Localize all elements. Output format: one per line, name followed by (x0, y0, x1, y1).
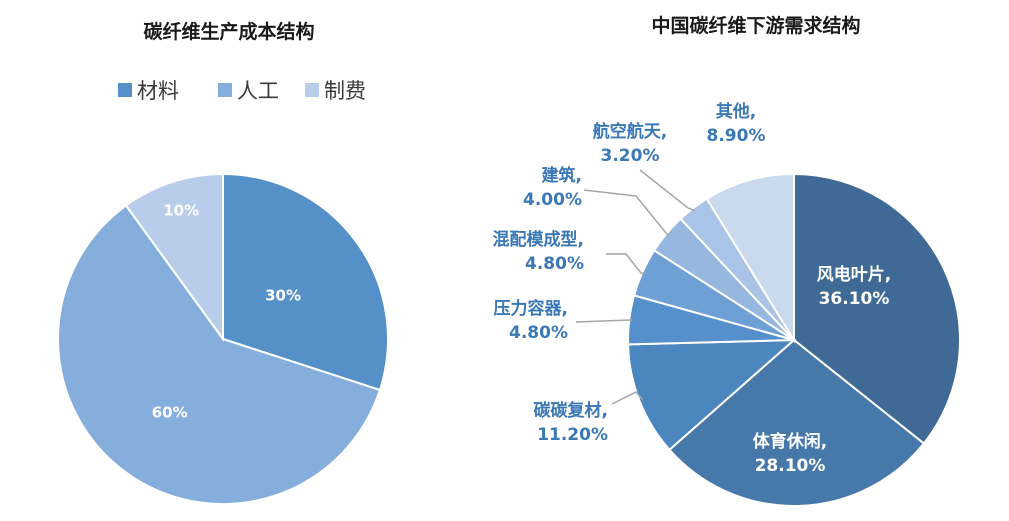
leader-line (639, 169, 696, 212)
legend-label: 制费 (324, 79, 366, 103)
leader-line (606, 253, 646, 275)
legend-swatch (305, 83, 319, 97)
legend-item-1: 材料 (118, 79, 179, 103)
leader-line (583, 189, 670, 237)
legend-label: 人工 (237, 79, 279, 103)
leader-line (611, 391, 644, 405)
legend-swatch (118, 83, 132, 97)
data-label: 30% (265, 286, 301, 304)
data-labels: 30% 60% 10% (152, 201, 301, 421)
chart-title: 碳纤维生产成本结构 (143, 20, 314, 43)
data-label: 混配模成型, 4.80% (493, 229, 584, 274)
data-label: 碳碳复材, 11.20% (534, 400, 608, 445)
leader-line (575, 319, 633, 323)
data-label: 其他, 8.90% (707, 101, 766, 146)
chart-title: 中国碳纤维下游需求结构 (651, 14, 860, 37)
legend: 材料 人工 制费 (118, 79, 366, 103)
pie-slice-1 (793, 172, 961, 445)
pie-slice-2 (57, 204, 382, 505)
data-labels: 风电叶片, 36.10% 体育休闲, 28.10% 碳碳复材, 11.20% 压力容器, 4.… (493, 101, 892, 476)
legend-item-2: 人工 (218, 79, 279, 103)
data-label: 60% (152, 403, 188, 421)
data-label: 体育休闲, 28.10% (753, 431, 827, 476)
legend-item-3: 制费 (305, 79, 366, 103)
data-label: 压力容器, 4.80% (494, 298, 568, 343)
pie-slice-3 (124, 172, 224, 343)
data-label: 建筑, 4.00% (523, 165, 582, 210)
downstream-demand-chart: 中国碳纤维下游需求结构 风电叶片, 36.10% 体育休闲, 28.10% 碳碳复材, 1… (493, 14, 961, 507)
data-label: 10% (163, 201, 199, 219)
leader-lines (575, 169, 696, 405)
legend-swatch (218, 83, 232, 97)
pie-slice-2 (668, 338, 926, 507)
pie-slices (627, 172, 961, 507)
cost-structure-chart: 碳纤维生产成本结构 材料 人工 制费 30% 60% 10% (57, 20, 389, 505)
legend-label: 材料 (137, 79, 179, 103)
pie-slices (57, 172, 389, 505)
pie-slice-1 (222, 172, 389, 392)
data-label: 航空航天, 3.20% (593, 121, 667, 166)
data-label: 风电叶片, 36.10% (817, 264, 891, 309)
pie-slice-8 (705, 172, 795, 344)
pie-slice-3 (627, 338, 797, 452)
